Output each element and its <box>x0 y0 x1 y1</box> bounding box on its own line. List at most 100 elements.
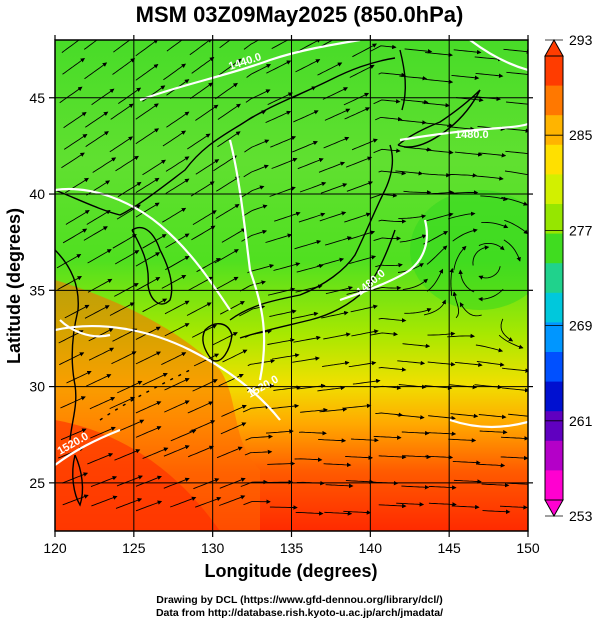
streamline-arrow <box>85 131 109 147</box>
streamline-arrow <box>343 510 372 515</box>
streamline-arrow <box>378 454 407 460</box>
streamline-arrow <box>428 431 457 437</box>
streamline-arrow <box>239 280 266 292</box>
streamline-arrow <box>165 255 190 271</box>
streamline-arrow <box>351 138 378 151</box>
streamline-arrow <box>352 43 377 58</box>
streamline-arrow <box>425 149 454 155</box>
streamline-arrow <box>404 308 432 314</box>
colorbar-min-arrow <box>544 499 564 518</box>
streamline-arrow <box>506 71 528 75</box>
streamline-arrow <box>117 380 143 394</box>
streamline-arrow <box>161 274 187 289</box>
streamline-arrow <box>317 257 345 267</box>
contour-line-9 <box>469 40 528 72</box>
streamline-arrow <box>189 420 216 433</box>
streamline-arrow <box>135 177 160 193</box>
streamline-arrow <box>373 148 401 154</box>
streamline-arrow <box>274 211 301 222</box>
streamline-arrow <box>325 483 354 489</box>
streamline-arrow <box>343 92 370 106</box>
colorbar-max-arrow <box>544 38 564 57</box>
streamline-arrow <box>244 449 273 456</box>
streamline-arrow <box>477 463 506 468</box>
streamline-arrow <box>378 503 407 509</box>
streamline-arrow <box>62 494 89 506</box>
streamline-arrow <box>265 429 294 434</box>
streamline-arrow <box>247 358 276 367</box>
streamline-arrow <box>164 400 190 413</box>
colorbar-segment <box>545 470 563 501</box>
streamline-arrow <box>481 482 510 488</box>
streamline-arrow <box>111 351 137 365</box>
streamline-arrow <box>378 72 406 78</box>
streamline-arrow <box>213 276 239 291</box>
streamline-arrow <box>135 475 162 487</box>
streamline-arrow <box>373 99 401 105</box>
streamline-arrow <box>267 338 295 345</box>
streamline-arrow <box>142 373 168 386</box>
streamline-arrow <box>212 332 238 346</box>
streamline-arrow <box>219 495 246 506</box>
streamline-arrow <box>86 374 112 387</box>
streamline-arrow <box>295 511 324 516</box>
streamline-arrow <box>271 403 300 409</box>
streamline-arrow <box>423 231 449 245</box>
coastline-honshu-south <box>239 229 396 339</box>
streamline-arrow <box>378 367 407 372</box>
streamline-arrow <box>243 40 260 50</box>
streamline-arrow <box>402 278 428 291</box>
streamline-arrow <box>59 352 85 366</box>
streamline-arrow <box>370 331 398 337</box>
contour-line-1 <box>139 40 361 102</box>
streamline-arrow <box>291 311 319 320</box>
streamline-arrow <box>454 151 483 157</box>
streamline-arrow <box>426 245 448 265</box>
streamline-arrow <box>451 504 480 510</box>
x-tick-label: 120 <box>43 540 67 556</box>
streamline-arrow <box>502 367 528 373</box>
streamline-arrow <box>112 58 136 75</box>
streamline-arrow <box>450 413 479 419</box>
streamline-arrow <box>216 446 243 459</box>
streamline-arrow <box>480 195 508 202</box>
streamline-arrow <box>378 219 407 224</box>
streamline-arrow <box>426 212 454 222</box>
streamline-arrow <box>239 185 265 199</box>
streamline-arrow <box>57 276 82 290</box>
streamline-arrow <box>295 59 321 73</box>
streamline-arrow <box>193 353 220 367</box>
streamline-arrow <box>350 304 378 313</box>
hot-region <box>55 420 220 531</box>
streamline-arrow <box>399 75 428 81</box>
streamline-arrow <box>90 476 118 488</box>
contour-line-10 <box>59 319 111 338</box>
streamline-arrow <box>502 127 528 133</box>
streamline-arrow <box>62 228 88 244</box>
streamline-arrow <box>163 477 190 489</box>
streamline-arrow <box>135 40 159 57</box>
streamline-arrow <box>92 157 117 173</box>
streamline-arrow <box>481 221 509 229</box>
streamline-arrow <box>142 447 169 459</box>
streamline-arrow <box>241 204 268 217</box>
y-tick-label: 30 <box>29 379 45 395</box>
streamline-arrow <box>242 404 271 413</box>
streamline-arrow <box>135 351 161 365</box>
cool-region <box>410 190 528 310</box>
streamline-arrow <box>319 211 347 222</box>
streamline-arrow <box>458 269 475 293</box>
streamline-arrow <box>219 301 245 315</box>
streamline-arrow <box>474 56 503 62</box>
contour-line-2 <box>55 188 231 311</box>
streamline-arrow <box>60 396 86 409</box>
streamline-arrow <box>89 397 116 410</box>
streamline-arrow <box>64 304 90 319</box>
colorbar-segment <box>545 174 563 205</box>
streamline-arrow <box>135 401 162 414</box>
streamline-arrow <box>170 496 197 508</box>
streamline-arrow <box>191 225 216 241</box>
streamline-arrow <box>187 133 211 150</box>
colorbar-tick-label: 261 <box>569 413 593 429</box>
streamline-arrow <box>244 139 270 153</box>
